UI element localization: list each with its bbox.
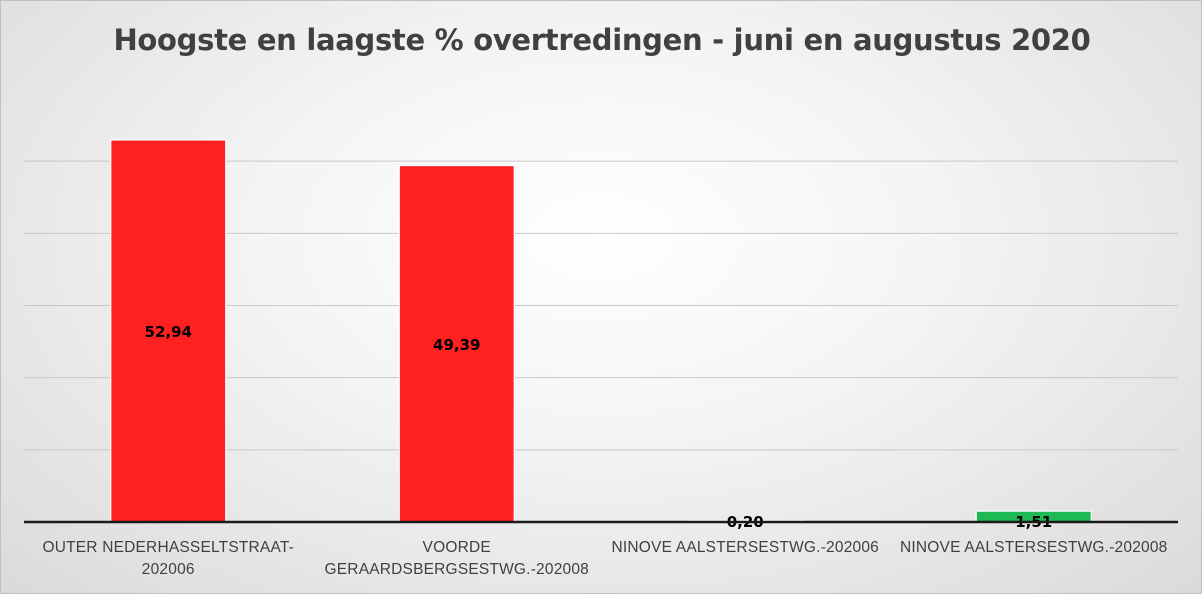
x-tick-label: OUTER NEDERHASSELTSTRAAT-202006 [42, 539, 295, 578]
bar [398, 164, 515, 523]
data-label: 52,94 [145, 323, 192, 341]
data-label: 49,39 [433, 336, 480, 354]
x-tick-label: VOORDE GERAARDSBERGSESTWG.-202008 [324, 539, 589, 578]
bar [110, 139, 227, 523]
bar-series [110, 139, 1092, 523]
chart-title: Hoogste en laagste % overtredingen - jun… [113, 23, 1091, 57]
x-tick-label: NINOVE AALSTERSESTWG.-202006 [611, 539, 879, 556]
x-tick-label: NINOVE AALSTERSESTWG.-202008 [900, 539, 1168, 556]
